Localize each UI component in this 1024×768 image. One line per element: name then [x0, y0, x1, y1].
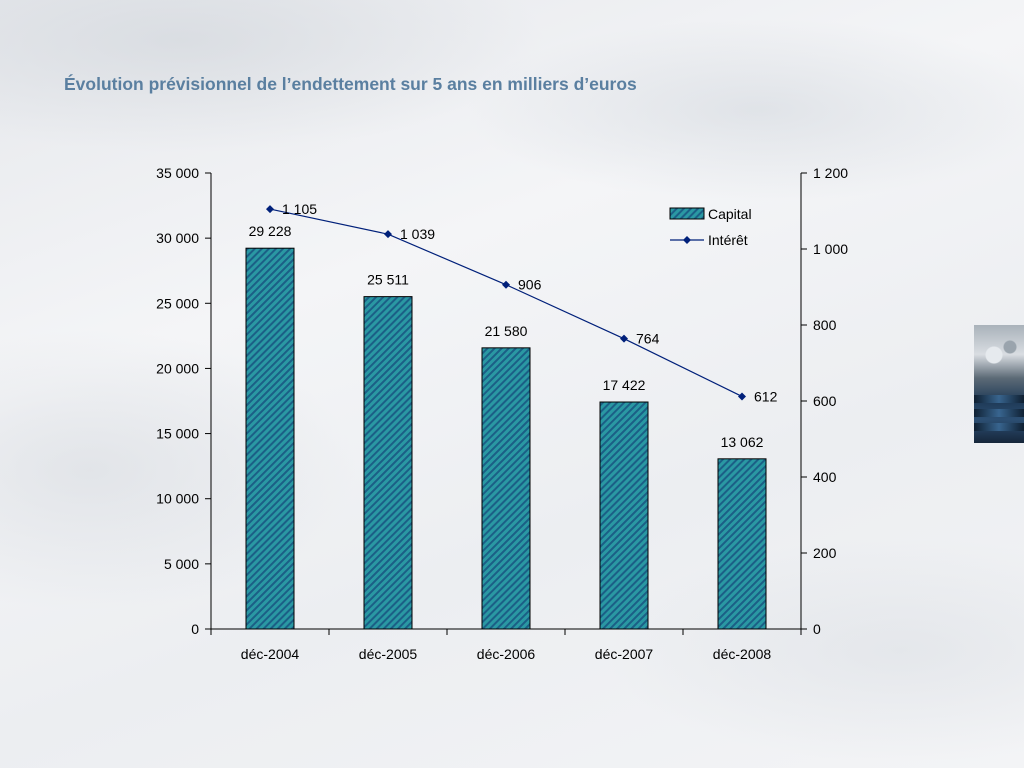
- y-right-tick-label: 0: [813, 621, 821, 637]
- x-tick-label: déc-2005: [359, 646, 418, 662]
- bar-capital: [717, 458, 767, 630]
- bar-capital: [363, 296, 413, 630]
- legend-label-capital: Capital: [708, 206, 752, 222]
- legend-marker-interet: [683, 236, 691, 244]
- bar-capital: [245, 247, 295, 630]
- line-marker: [266, 205, 274, 214]
- y-left-tick-label: 20 000: [156, 360, 199, 376]
- side-thumbnail-image: [974, 325, 1024, 443]
- slide-title: Évolution prévisionnel de l’endettement …: [64, 74, 637, 94]
- x-tick-label: déc-2004: [241, 646, 300, 662]
- y-left-tick-label: 0: [191, 621, 199, 637]
- x-tick-label: déc-2008: [713, 646, 772, 662]
- y-right-tick-label: 1 000: [813, 241, 848, 257]
- y-left-tick-label: 25 000: [156, 295, 199, 311]
- line-data-label: 612: [754, 388, 778, 404]
- y-left-tick-label: 15 000: [156, 426, 199, 442]
- line-data-label: 1 105: [282, 201, 317, 217]
- y-right-tick-label: 800: [813, 317, 837, 333]
- line-marker: [384, 230, 392, 239]
- y-right-tick-label: 1 200: [813, 165, 848, 181]
- y-left-tick-label: 10 000: [156, 491, 199, 507]
- line-marker: [620, 334, 628, 343]
- line-data-label: 1 039: [400, 226, 435, 242]
- bar-capital: [599, 401, 649, 630]
- bar-data-label: 25 511: [367, 272, 409, 288]
- y-left-tick-label: 35 000: [156, 165, 199, 181]
- line-marker: [738, 392, 746, 401]
- bar-data-label: 13 062: [721, 434, 764, 450]
- y-right-tick-label: 200: [813, 545, 837, 561]
- bar-capital: [481, 347, 531, 630]
- bar-data-label: 17 422: [603, 377, 646, 393]
- bar-data-label: 29 228: [249, 223, 292, 239]
- y-left-tick-label: 5 000: [164, 556, 199, 572]
- bar-data-label: 21 580: [485, 323, 528, 339]
- x-tick-label: déc-2007: [595, 646, 654, 662]
- x-tick-label: déc-2006: [477, 646, 536, 662]
- line-data-label: 764: [636, 331, 660, 347]
- y-right-tick-label: 600: [813, 393, 837, 409]
- y-left-tick-label: 30 000: [156, 230, 199, 246]
- legend-swatch-capital: [669, 207, 705, 220]
- legend-label-interet: Intérêt: [708, 232, 748, 248]
- line-data-label: 906: [518, 277, 542, 293]
- y-right-tick-label: 400: [813, 469, 837, 485]
- line-marker: [502, 280, 510, 289]
